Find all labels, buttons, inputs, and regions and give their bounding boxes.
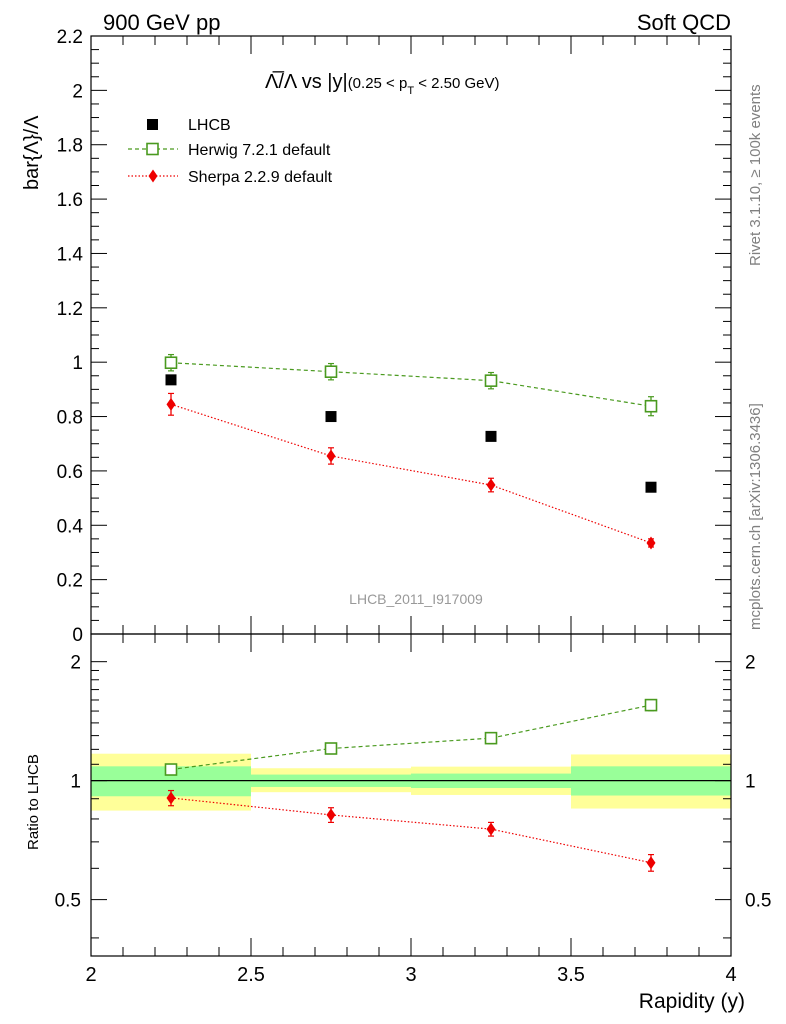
- main-panel-frame: [90, 35, 732, 635]
- ratio-y-tick-label: 1: [70, 772, 81, 793]
- legend: LHCB Herwig 7.2.1 default Sherpa 2.2.9 d…: [128, 117, 333, 186]
- main-sherpa-2-2-9-default-point: [326, 449, 336, 463]
- main-herwig-7-2-1-default-point: [644, 399, 658, 413]
- ratio-y-tick-label-right: 2: [745, 653, 756, 674]
- y-tick-label: 0.2: [57, 571, 83, 592]
- ratio-y-tick-label: 0.5: [55, 891, 81, 912]
- ratio-sherpa-2-2-9-default-point: [166, 791, 176, 805]
- ratio-axis-label: Ratio to LHCB: [25, 754, 42, 850]
- ratio-y-tick-label-right: 0.5: [745, 891, 771, 912]
- y-tick-label: 1.2: [57, 299, 83, 320]
- ratio-sherpa-2-2-9-default-line: [170, 797, 652, 864]
- x-tick-label: 4: [725, 964, 736, 986]
- y-tick-label: 0.6: [57, 462, 83, 483]
- main-herwig-7-2-1-default-line: [170, 362, 652, 407]
- ratio-herwig-7-2-1-default-point: [484, 731, 498, 745]
- main-sherpa-2-2-9-default-point: [166, 397, 176, 411]
- ratio-sherpa-2-2-9-default-point: [326, 808, 336, 822]
- ratio-herwig-7-2-1-default-line: [170, 704, 652, 771]
- legend-sherpa-marker: [148, 169, 158, 183]
- main-sherpa-2-2-9-default-point: [486, 478, 496, 492]
- main-sherpa-2-2-9-default-point: [646, 536, 656, 550]
- legend-herwig-marker: [146, 142, 159, 156]
- y-tick-label: 2.2: [57, 27, 83, 48]
- x-tick-label: 3: [405, 964, 416, 986]
- y-tick-label: 2: [72, 81, 83, 102]
- main-herwig-7-2-1-default-point: [324, 365, 338, 378]
- y-tick-label: 0.4: [57, 516, 84, 537]
- y-tick-label: 0: [72, 625, 83, 646]
- main-sherpa-2-2-9-default-line: [170, 403, 652, 544]
- x-tick-label: 2: [85, 964, 96, 986]
- rivet-info: Rivet 3.1.10, ≥ 100k events: [747, 84, 764, 266]
- chart-title-main: Λ̅/Λ vs |y|: [265, 70, 348, 93]
- ratio-herwig-7-2-1-default-point: [644, 698, 658, 712]
- ratio-y-tick-label-right: 1: [745, 772, 756, 793]
- header-right: Soft QCD: [637, 10, 731, 35]
- ratio-panel: 0.5 0.5 1 1 2 2 2 2.5 3 3.5 4 Ratio to LHCB Rapidi…: [25, 633, 771, 1013]
- analysis-watermark: LHCB_2011_I917009: [349, 591, 483, 607]
- x-tick-label: 3.5: [557, 964, 585, 986]
- ratio-herwig-7-2-1-default-point: [164, 763, 178, 776]
- ratio-herwig-7-2-1-default-point: [324, 742, 338, 755]
- main-herwig-7-2-1-default-point: [484, 374, 498, 387]
- x-tick-label: 2.5: [237, 964, 265, 986]
- y-tick-label: 0.8: [57, 408, 83, 429]
- chart-title-cut: (0.25 < p: [348, 75, 408, 92]
- legend-sherpa-label: Sherpa 2.2.9 default: [188, 169, 333, 186]
- ratio-y-tick-label: 2: [70, 653, 81, 674]
- y-tick-label: 1.8: [57, 136, 83, 157]
- ratio-sherpa-2-2-9-default-point: [646, 856, 656, 870]
- chart-title-cut-end: < 2.50 GeV): [414, 75, 499, 92]
- chart-title-sub: T: [407, 85, 414, 97]
- mcplots-info: mcplots.cern.ch [arXiv:1306.3436]: [747, 403, 764, 630]
- x-axis-label: Rapidity (y): [639, 990, 745, 1013]
- y-axis-label: bar{Λ}/Λ: [21, 115, 43, 190]
- main-panel: 0 0.2 0.4 0.6 0.8 1 1.2 1.4 1.6 1.8 2 2.2 Λ̅/Λ vs |…: [21, 27, 732, 646]
- header-left: 900 GeV pp: [103, 10, 220, 35]
- y-tick-label: 1.6: [57, 190, 83, 211]
- y-tick-label: 1.4: [57, 244, 84, 265]
- ratio-sherpa-2-2-9-default-point: [486, 822, 496, 836]
- y-tick-label: 1: [72, 353, 83, 374]
- main-herwig-7-2-1-default-point: [164, 356, 178, 370]
- main-lhcb-point: [325, 411, 337, 423]
- chart-title: Λ̅/Λ vs |y|(0.25 < pT < 2.50 GeV): [265, 70, 500, 97]
- main-lhcb-point: [485, 430, 497, 442]
- main-lhcb-point: [645, 481, 657, 493]
- legend-lhcb-label: LHCB: [188, 117, 231, 134]
- main-lhcb-point: [165, 374, 177, 386]
- legend-lhcb-marker: [147, 119, 158, 130]
- legend-herwig-label: Herwig 7.2.1 default: [188, 142, 331, 159]
